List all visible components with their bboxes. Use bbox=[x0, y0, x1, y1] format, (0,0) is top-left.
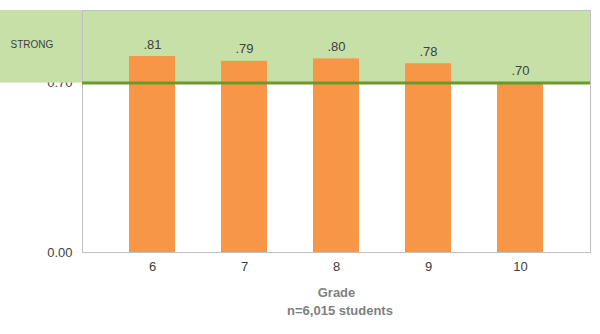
svg-text:.81: .81 bbox=[143, 37, 161, 52]
svg-text:Grade: Grade bbox=[318, 285, 356, 300]
svg-text:.70: .70 bbox=[511, 63, 529, 78]
svg-text:.80: .80 bbox=[327, 39, 345, 54]
svg-text:7: 7 bbox=[241, 259, 248, 274]
svg-text:10: 10 bbox=[513, 259, 527, 274]
svg-text:8: 8 bbox=[333, 259, 340, 274]
svg-text:9: 9 bbox=[425, 259, 432, 274]
svg-text:.79: .79 bbox=[235, 41, 253, 56]
svg-text:STRONG: STRONG bbox=[11, 39, 54, 50]
svg-text:0.00: 0.00 bbox=[47, 245, 72, 260]
svg-text:0.70: 0.70 bbox=[47, 75, 73, 91]
svg-text:6: 6 bbox=[149, 259, 156, 274]
svg-text:.78: .78 bbox=[419, 44, 437, 59]
html-text:n=6,015 students: n=6,015 students bbox=[287, 303, 393, 318]
